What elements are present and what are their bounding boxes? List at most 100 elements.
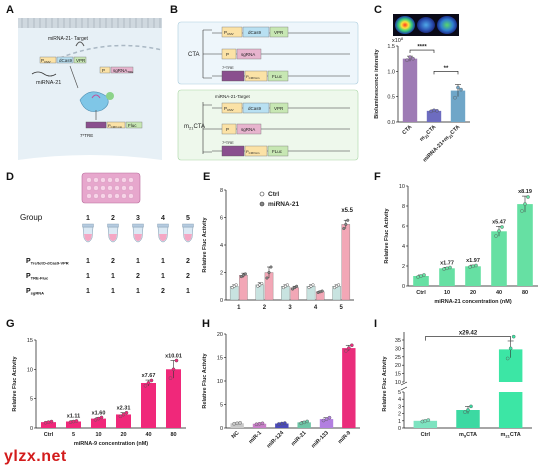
data-point <box>291 287 295 291</box>
data-label: x1.11 <box>67 414 80 420</box>
x-axis-label: miRNA-9 concentration (nM) <box>74 441 148 447</box>
data-label: x1.60 <box>92 410 106 416</box>
y-tick-label: 5 <box>220 403 223 409</box>
data-point <box>511 334 516 339</box>
y-tick-label: 20 <box>217 332 223 338</box>
svg-text:PCMV: PCMV <box>224 30 234 36</box>
data-point <box>347 346 351 350</box>
data-point <box>333 286 337 290</box>
mcta-row1: PCMV dCas9 VPR <box>212 102 350 114</box>
svg-text:PCMV: PCMV <box>224 106 234 112</box>
data-point <box>456 85 460 90</box>
row-value: 1 <box>161 273 165 280</box>
x-tick-label: Ctrl <box>421 432 431 438</box>
data-point <box>311 283 315 287</box>
bar <box>465 266 481 286</box>
fold-bracket <box>425 336 511 341</box>
x-tick-label: 10 <box>95 432 101 438</box>
y-tick-label: 15 <box>395 372 401 378</box>
data-point <box>342 226 346 230</box>
chart-c: 0.0 0.5 1.0 1.5 Bioluminescence intensity CTA… <box>374 36 470 164</box>
data-point <box>124 410 129 415</box>
bar <box>319 419 334 428</box>
data-point <box>281 286 285 290</box>
y-tick-label: 1.0 <box>387 69 395 75</box>
pmin-label: PCMV min <box>108 123 123 129</box>
svg-text:P: P <box>226 127 229 132</box>
data-point <box>260 421 265 426</box>
arrow-down <box>69 65 79 89</box>
fold-label: x29.42 <box>459 331 478 337</box>
pmin-block <box>106 121 126 129</box>
bar <box>297 422 311 428</box>
panel-letter-a: A <box>6 4 14 16</box>
data-point <box>335 284 339 288</box>
group-label: Group <box>20 213 43 222</box>
data-point <box>96 416 101 421</box>
group-number: 4 <box>161 215 165 222</box>
y-tick-label: 1.5 <box>387 44 395 50</box>
data-point <box>121 412 126 417</box>
data-point <box>508 346 513 351</box>
bar <box>41 422 56 428</box>
data-point <box>420 419 425 424</box>
tube-cap <box>157 223 169 228</box>
data-point <box>405 58 409 62</box>
data-point <box>171 367 176 372</box>
row-value: 2 <box>111 258 115 265</box>
svg-text:sgRNA: sgRNA <box>241 52 255 57</box>
y-tick-label: 15 <box>217 356 223 362</box>
tube-cap <box>182 223 194 228</box>
x-tick-label: 40 <box>145 432 151 438</box>
row-value: 2 <box>186 273 190 280</box>
data-point <box>448 265 452 270</box>
x-tick-label: 2 <box>263 305 267 311</box>
cta-row2: P sgRNA <box>212 48 350 60</box>
data-label: x5.5 <box>341 208 353 214</box>
y-tick-label: 8 <box>402 204 405 210</box>
dcas9-label: dCas9 <box>59 58 73 63</box>
bar <box>66 421 81 428</box>
data-point <box>468 265 472 269</box>
cta-box <box>177 21 359 85</box>
y-tick-label: 0.5 <box>387 95 395 101</box>
svg-text:PCMVmin: PCMVmin <box>246 74 260 80</box>
svg-text:FLuc: FLuc <box>272 74 283 79</box>
y-tick-label: 3 <box>398 404 401 410</box>
data-point <box>295 284 299 288</box>
x-tick-label: NC <box>231 430 241 440</box>
data-point <box>299 421 303 426</box>
bar <box>141 383 156 428</box>
svg-text:VPR: VPR <box>274 30 284 35</box>
mcta-row2: P sgRNA <box>212 123 350 135</box>
y-tick-label: 5 <box>398 390 401 396</box>
data-point <box>257 421 262 426</box>
data-point <box>320 289 324 293</box>
y-tick-label: 25 <box>395 355 401 361</box>
group-number: 5 <box>186 215 190 222</box>
svg-text:P: P <box>226 52 229 57</box>
data-point <box>426 418 431 422</box>
y-tick-label: 0.0 <box>387 120 395 126</box>
data-point <box>344 349 348 353</box>
data-label: x1.97 <box>466 258 480 264</box>
x-tick-label: miR-1 <box>248 430 263 445</box>
data-point <box>337 283 341 287</box>
p-label: P <box>102 68 105 73</box>
data-point <box>285 283 289 287</box>
bar <box>252 423 267 428</box>
watermark-logo: ylzx.net <box>4 448 67 465</box>
svg-text:7*TRE: 7*TRE <box>222 65 234 70</box>
data-point <box>497 229 501 233</box>
data-point <box>43 420 48 425</box>
y-tick-label: 0 <box>30 426 33 432</box>
panel-letter-f: F <box>374 171 381 183</box>
y-exponent: x108 <box>392 36 404 44</box>
row-label: PsgRNA <box>26 288 44 296</box>
tube-liquid <box>84 234 92 241</box>
x-tick-label: 20 <box>470 290 476 296</box>
data-label: x1.77 <box>440 260 454 266</box>
data-point <box>168 376 173 380</box>
row-value: 1 <box>161 258 165 265</box>
